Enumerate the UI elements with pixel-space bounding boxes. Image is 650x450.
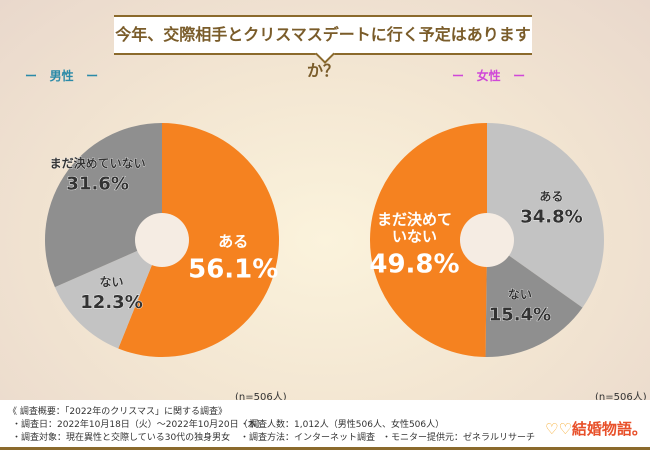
slice-value: 15.4% <box>489 305 551 326</box>
slice-value: 49.8% <box>369 250 459 280</box>
slice-label: いない <box>392 228 437 246</box>
male-heading: ー 男性 ー <box>25 69 99 83</box>
slice-label: まだ決めていない <box>50 155 146 170</box>
male-sample-size: (n=506人) <box>235 392 287 403</box>
pie-slice <box>369 123 487 357</box>
hearts-icon: ♡♡ <box>545 420 572 438</box>
logo: ♡♡結婚物語。 <box>545 420 647 438</box>
survey-method: ・調査方法：インターネット調査 <box>240 433 376 443</box>
pie-slice <box>54 240 163 349</box>
slice-value: 12.3% <box>80 292 142 313</box>
pie-slice <box>487 123 605 308</box>
survey-target: ・調査対象：現在異性と交際している30代の独身男女 <box>12 433 231 443</box>
female-sample-size: (n=506人) <box>595 392 647 403</box>
slice-label: ない <box>508 288 532 302</box>
slice-label: まだ決めて <box>377 211 452 229</box>
pie-slice <box>485 240 583 357</box>
slice-value: 34.8% <box>520 207 582 228</box>
slice-value: 31.6% <box>66 173 128 194</box>
footer: 《 調査概要：「2022年のクリスマス」に関する調査》 ・調査日：2022年10… <box>0 400 650 450</box>
survey-date: ・調査日：2022年10月18日（火）～2022年10月20日（木） <box>12 420 266 430</box>
survey-overview: 《 調査概要：「2022年のクリスマス」に関する調査》 <box>8 407 227 417</box>
slice-label: ある <box>218 232 248 250</box>
monitor-provider: ・モニター提供元：ゼネラルリサーチ <box>382 433 536 443</box>
donut-hole <box>460 213 514 267</box>
slice-label: ある <box>539 190 563 204</box>
pie-slice <box>118 123 279 357</box>
donut-hole <box>135 213 189 267</box>
female-heading: ー 女性 ー <box>452 69 526 83</box>
survey-count: ・調査人数：1,012人（男性506人、女性506人） <box>240 420 445 430</box>
pie-slice <box>45 123 162 288</box>
slice-label: ない <box>100 275 124 289</box>
pie-charts: ある 56.1% ない 12.3% まだ決めていない 31.6% ある 34.8% ない 15.4… <box>45 123 605 357</box>
chart-title: 今年、交際相手とクリスマスデートに行く予定はありますか？ <box>114 15 532 80</box>
slice-value: 56.1% <box>188 254 278 284</box>
